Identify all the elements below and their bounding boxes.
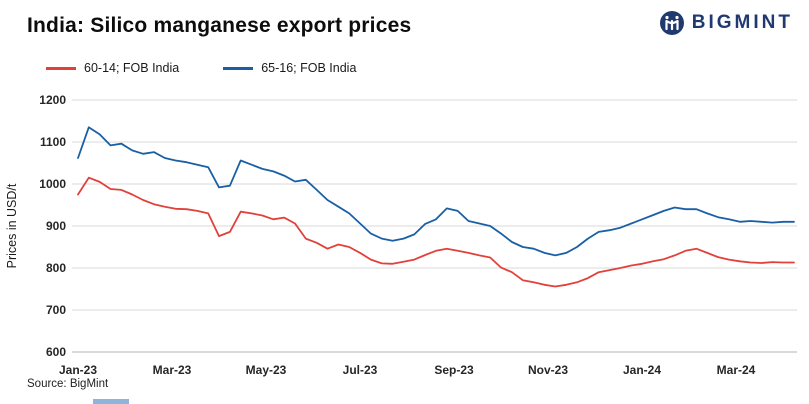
y-tick-label: 1100 bbox=[40, 135, 66, 149]
chart-legend: 60-14; FOB India 65-16; FOB India bbox=[46, 61, 356, 75]
legend-swatch-blue bbox=[223, 66, 254, 70]
y-tick-label: 1000 bbox=[39, 177, 66, 191]
x-tick-label: May-23 bbox=[246, 363, 287, 377]
x-tick-label: Mar-24 bbox=[717, 363, 756, 377]
y-tick-label: 900 bbox=[46, 219, 66, 233]
bigmint-logo-text: BIGMINT bbox=[691, 12, 793, 33]
series-line-65-16 bbox=[77, 126, 795, 257]
x-tick-label: Jul-23 bbox=[343, 363, 378, 377]
y-tick-label: 1200 bbox=[39, 93, 66, 107]
x-tick-label: Mar-23 bbox=[153, 363, 192, 377]
legend-label-65-16: 65-16; FOB India bbox=[261, 61, 357, 75]
bottom-strip bbox=[93, 399, 129, 404]
x-tick-label: Jan-23 bbox=[59, 363, 97, 377]
x-tick-label: Jan-24 bbox=[623, 363, 661, 377]
source-note: Source: BigMint bbox=[27, 378, 109, 390]
page-title: India: Silico manganese export prices bbox=[27, 14, 412, 37]
line-chart: 600 700 800 900 1000 1100 1200 Jan-23 Mar-23 May-… bbox=[5, 93, 797, 377]
legend-swatch-red bbox=[46, 66, 76, 70]
legend-item-60-14: 60-14; FOB India bbox=[46, 61, 179, 75]
y-tick-label: 800 bbox=[46, 261, 66, 275]
y-tick-label: 600 bbox=[46, 345, 66, 359]
x-tick-label: Sep-23 bbox=[434, 363, 474, 377]
legend-label-60-14: 60-14; FOB India bbox=[84, 61, 180, 75]
x-tick-label: Nov-23 bbox=[528, 363, 568, 377]
legend-item-65-16: 65-16; FOB India bbox=[223, 61, 356, 75]
y-tick-label: 700 bbox=[46, 303, 66, 317]
series-line-60-14 bbox=[77, 176, 795, 288]
y-axis-title: Prices in USD/t bbox=[5, 183, 19, 268]
bigmint-logo-icon bbox=[659, 11, 684, 35]
bigmint-logo: BIGMINT bbox=[659, 10, 793, 36]
